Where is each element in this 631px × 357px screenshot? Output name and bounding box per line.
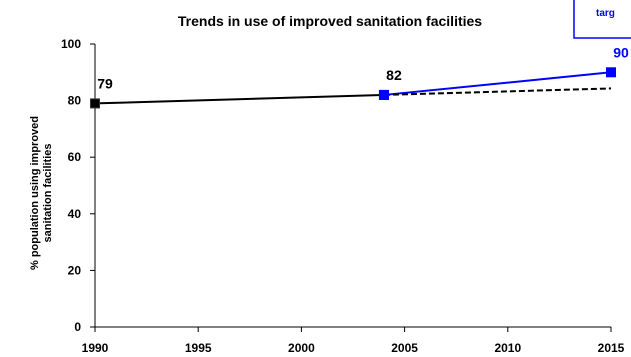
data-point-marker	[606, 67, 616, 78]
data-label: 82	[386, 67, 402, 83]
data-label: 90	[613, 44, 629, 60]
y-tick-label: 100	[61, 37, 81, 51]
x-tick-label: 2015	[598, 341, 625, 355]
y-axis-title: % population using improved sanitation f…	[29, 116, 54, 270]
legend-box	[573, 0, 631, 39]
y-axis-title-line-2: sanitation facilities	[42, 143, 54, 242]
y-tick-label: 40	[68, 207, 82, 221]
series-line	[383, 71, 612, 96]
y-tick-label: 0	[74, 320, 81, 334]
chart-title: Trends in use of improved sanitation fac…	[178, 13, 482, 29]
series-line	[94, 93, 384, 105]
x-tick-label: 1990	[82, 341, 109, 355]
trend-projection-line	[383, 87, 612, 96]
x-tick-label: 1995	[185, 341, 212, 355]
data-point-marker	[90, 98, 100, 109]
y-tick-label: 60	[68, 150, 82, 164]
y-tick-label: 20	[68, 263, 82, 277]
x-tick-label: 2005	[391, 341, 418, 355]
legend: targ	[573, 0, 631, 39]
plot-area: 0 20 40 60 80 100 1990 1995 2000 2005 2010 2015 79 82…	[61, 37, 629, 355]
data-point-marker	[378, 89, 389, 100]
legend-label: targ	[596, 8, 615, 19]
x-tick-label: 2010	[494, 341, 521, 355]
data-label: 79	[97, 75, 113, 91]
y-axis-title-line-1: % population using improved	[29, 116, 41, 270]
y-tick-label: 80	[68, 94, 82, 108]
x-tick-label: 2000	[288, 341, 315, 355]
